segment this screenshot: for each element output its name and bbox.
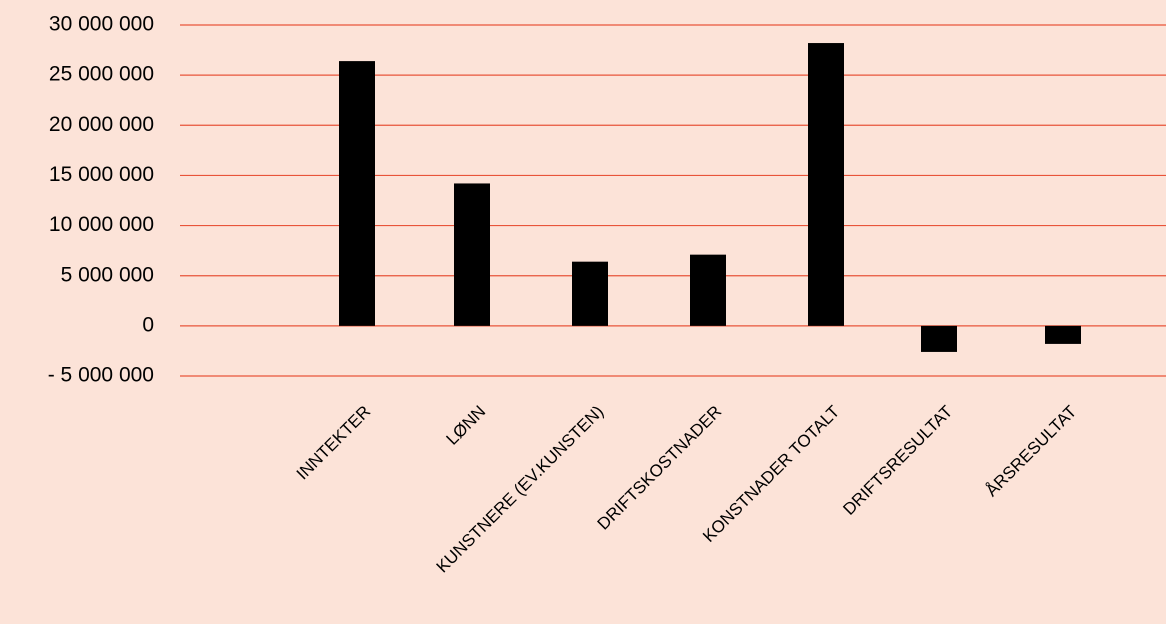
y-tick-label: 0 <box>142 313 154 336</box>
y-tick-label: 15 000 000 <box>49 163 154 186</box>
bar <box>572 261 608 326</box>
y-tick-label: - 5 000 000 <box>48 364 154 387</box>
bar <box>1045 325 1081 344</box>
bar <box>690 254 726 326</box>
bar <box>808 43 844 326</box>
y-tick-label: 30 000 000 <box>49 13 154 36</box>
y-axis-tick-labels: - 5 000 000 0 5 000 000 10 000 000 15 000 00… <box>48 13 154 387</box>
y-tick-label: 5 000 000 <box>61 263 154 286</box>
bars <box>339 43 1081 352</box>
bar <box>339 61 375 326</box>
y-tick-label: 10 000 000 <box>49 213 154 236</box>
y-tick-label: 20 000 000 <box>49 113 154 136</box>
y-tick-label: 25 000 000 <box>49 63 154 86</box>
bar <box>921 325 957 352</box>
bar <box>454 183 490 326</box>
